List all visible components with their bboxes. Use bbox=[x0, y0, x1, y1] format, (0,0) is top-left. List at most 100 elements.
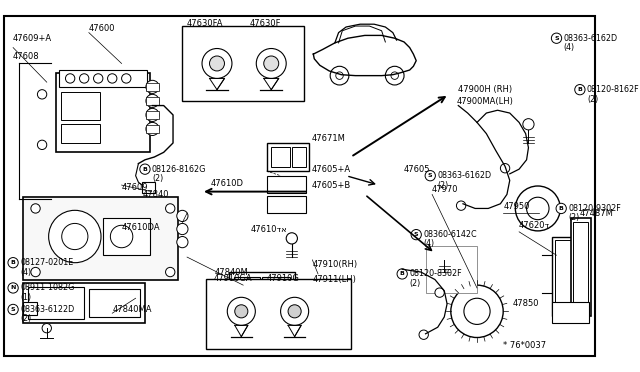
Circle shape bbox=[108, 74, 117, 83]
Circle shape bbox=[42, 324, 51, 333]
Text: 47910GA: 47910GA bbox=[213, 274, 252, 283]
Circle shape bbox=[8, 304, 18, 315]
Circle shape bbox=[451, 285, 503, 337]
Bar bbox=[146, 125, 159, 133]
Bar bbox=[142, 182, 156, 193]
Bar bbox=[262, 277, 290, 310]
Circle shape bbox=[37, 90, 47, 99]
Text: (1): (1) bbox=[20, 293, 31, 302]
Bar bbox=[292, 147, 306, 167]
Circle shape bbox=[31, 204, 40, 213]
Text: 08120-8162F: 08120-8162F bbox=[587, 85, 639, 94]
Text: 08127-0201E: 08127-0201E bbox=[20, 258, 74, 267]
Text: 47610DA: 47610DA bbox=[122, 223, 160, 232]
Circle shape bbox=[456, 201, 466, 210]
Text: S: S bbox=[554, 36, 559, 41]
Circle shape bbox=[435, 288, 444, 297]
Text: * 76*0037: * 76*0037 bbox=[503, 340, 547, 350]
Circle shape bbox=[330, 66, 349, 85]
Circle shape bbox=[264, 56, 279, 71]
Text: 47910(RH): 47910(RH) bbox=[312, 260, 358, 269]
Text: 47487M: 47487M bbox=[580, 209, 614, 218]
Circle shape bbox=[280, 297, 308, 326]
Circle shape bbox=[523, 119, 534, 130]
Circle shape bbox=[140, 164, 150, 174]
Bar bbox=[146, 111, 159, 119]
Bar bbox=[234, 277, 260, 310]
Bar bbox=[61, 92, 100, 119]
Text: 08360-6142C: 08360-6142C bbox=[423, 230, 477, 239]
Bar bbox=[552, 237, 584, 316]
Text: (4): (4) bbox=[423, 240, 435, 248]
Circle shape bbox=[8, 283, 18, 293]
Circle shape bbox=[235, 305, 248, 318]
Circle shape bbox=[146, 94, 159, 108]
Text: 47620ד: 47620ד bbox=[519, 221, 550, 230]
Bar bbox=[89, 289, 140, 317]
Circle shape bbox=[209, 56, 225, 71]
Text: (4): (4) bbox=[564, 43, 575, 52]
Circle shape bbox=[146, 122, 159, 135]
Bar bbox=[426, 246, 477, 293]
Bar bbox=[229, 272, 294, 314]
Text: 47610דא: 47610דא bbox=[251, 225, 287, 234]
Circle shape bbox=[65, 74, 75, 83]
Circle shape bbox=[515, 186, 560, 231]
Text: 47840M: 47840M bbox=[215, 267, 249, 276]
Bar bbox=[573, 222, 588, 312]
Text: 08120-8302F: 08120-8302F bbox=[409, 269, 462, 278]
Bar bbox=[59, 70, 147, 87]
Bar bbox=[552, 302, 589, 323]
Text: (2): (2) bbox=[568, 213, 579, 222]
Text: S: S bbox=[414, 232, 419, 237]
Bar bbox=[555, 240, 581, 312]
Text: 47610D: 47610D bbox=[211, 179, 243, 188]
Bar bbox=[146, 83, 159, 91]
Text: 47850: 47850 bbox=[513, 299, 539, 308]
Circle shape bbox=[419, 330, 428, 339]
Text: S: S bbox=[11, 307, 15, 312]
Text: 47900H (RH): 47900H (RH) bbox=[458, 85, 513, 94]
Text: 47605: 47605 bbox=[404, 165, 431, 174]
Text: 47600: 47600 bbox=[89, 25, 115, 33]
Bar bbox=[24, 302, 37, 315]
Text: (2): (2) bbox=[587, 94, 598, 103]
Text: 08363-6162D: 08363-6162D bbox=[564, 34, 618, 43]
Text: 47671M: 47671M bbox=[312, 134, 346, 143]
Circle shape bbox=[49, 210, 101, 263]
Circle shape bbox=[110, 225, 133, 248]
Bar bbox=[61, 124, 100, 143]
Bar bbox=[267, 196, 306, 213]
Circle shape bbox=[31, 267, 40, 277]
Circle shape bbox=[556, 203, 566, 214]
Bar bbox=[271, 147, 290, 167]
Circle shape bbox=[227, 297, 255, 326]
Circle shape bbox=[464, 298, 490, 324]
Text: 47605+B: 47605+B bbox=[312, 180, 351, 190]
Text: 47911(LH): 47911(LH) bbox=[312, 275, 356, 284]
Circle shape bbox=[146, 108, 159, 122]
Text: 08126-8162G: 08126-8162G bbox=[152, 165, 206, 174]
Circle shape bbox=[166, 267, 175, 277]
Text: (2): (2) bbox=[437, 180, 449, 190]
Text: 08363-6122D: 08363-6122D bbox=[20, 305, 74, 314]
Text: 47910G: 47910G bbox=[267, 274, 300, 283]
Text: (2): (2) bbox=[20, 314, 31, 323]
Circle shape bbox=[527, 197, 549, 220]
Bar bbox=[24, 283, 145, 323]
Circle shape bbox=[425, 171, 435, 181]
Text: B: B bbox=[400, 272, 404, 276]
Text: 47630FA: 47630FA bbox=[187, 19, 223, 28]
Circle shape bbox=[256, 48, 286, 78]
Text: B: B bbox=[11, 260, 15, 265]
Circle shape bbox=[177, 210, 188, 222]
Bar bbox=[103, 218, 150, 255]
Bar bbox=[24, 197, 178, 279]
Text: 47630F: 47630F bbox=[250, 19, 281, 28]
Text: 47605+A: 47605+A bbox=[312, 165, 351, 174]
Circle shape bbox=[286, 233, 298, 244]
Circle shape bbox=[146, 80, 159, 93]
Text: 47609+A: 47609+A bbox=[13, 34, 52, 43]
Circle shape bbox=[177, 224, 188, 235]
Circle shape bbox=[93, 74, 103, 83]
